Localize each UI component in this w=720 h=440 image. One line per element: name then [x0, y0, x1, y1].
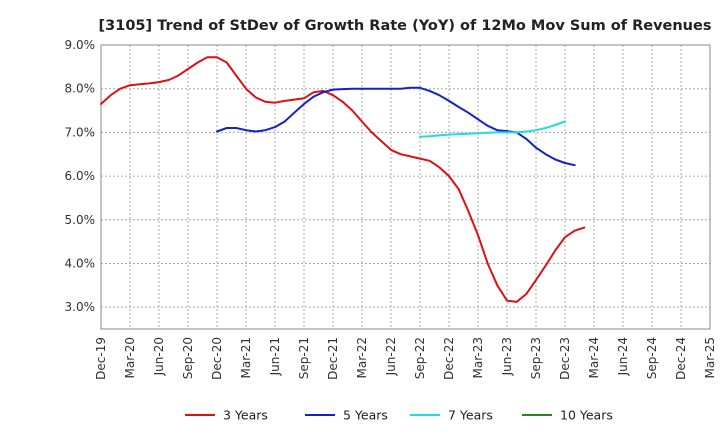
legend-label: 10 Years	[560, 408, 613, 423]
x-tick-label: Mar-20	[123, 337, 137, 378]
x-tick-label: Sep-23	[529, 337, 543, 379]
x-tick-label: Jun-20	[152, 337, 166, 376]
plot-frame	[100, 44, 711, 330]
x-tick-label: Mar-21	[239, 337, 253, 378]
x-tick-label: Dec-20	[210, 337, 224, 380]
x-tick-label: Jun-24	[616, 337, 630, 376]
x-tick-label: Sep-21	[297, 337, 311, 379]
y-tick-label: 7.0%	[65, 125, 96, 139]
legend-label: 3 Years	[223, 408, 268, 423]
x-tick-label: Dec-22	[442, 337, 456, 380]
x-axis: Dec-19 Mar-20 Jun-20 Sep-20 Dec-20 Mar-21 Jun-…	[94, 337, 717, 380]
x-tick-label: Mar-23	[471, 337, 485, 378]
x-tick-label: Sep-20	[181, 337, 195, 379]
x-tick-label: Sep-22	[413, 337, 427, 379]
series-line-7-years	[419, 120, 566, 138]
x-tick-label: Jun-23	[500, 337, 514, 376]
y-tick-label: 9.0%	[65, 38, 96, 52]
legend-label: 5 Years	[343, 408, 388, 423]
series-line-3-years	[100, 56, 586, 303]
legend-label: 7 Years	[448, 408, 493, 423]
x-tick-label: Dec-19	[94, 337, 108, 380]
y-tick-label: 3.0%	[65, 300, 96, 314]
y-tick-label: 5.0%	[65, 213, 96, 227]
x-tick-label: Mar-22	[355, 337, 369, 378]
chart-title: [3105] Trend of StDev of Growth Rate (Yo…	[99, 18, 712, 34]
x-tick-label: Mar-25	[703, 337, 717, 378]
y-axis: 3.0% 4.0% 5.0% 6.0% 7.0% 8.0% 9.0%	[65, 38, 96, 314]
y-tick-label: 4.0%	[65, 256, 96, 270]
x-tick-label: Jun-21	[268, 337, 282, 376]
y-tick-label: 8.0%	[65, 82, 96, 96]
x-tick-label: Dec-21	[326, 337, 340, 380]
y-tick-label: 6.0%	[65, 169, 96, 183]
x-tick-label: Dec-23	[558, 337, 572, 380]
x-tick-label: Mar-24	[587, 337, 601, 378]
legend: 3 Years 5 Years 7 Years 10 Years	[185, 408, 613, 423]
series-line-5-years	[216, 86, 576, 167]
x-tick-label: Sep-24	[645, 337, 659, 379]
x-tick-label: Jun-22	[384, 337, 398, 376]
x-tick-label: Dec-24	[674, 337, 688, 380]
series-lines	[100, 56, 586, 303]
